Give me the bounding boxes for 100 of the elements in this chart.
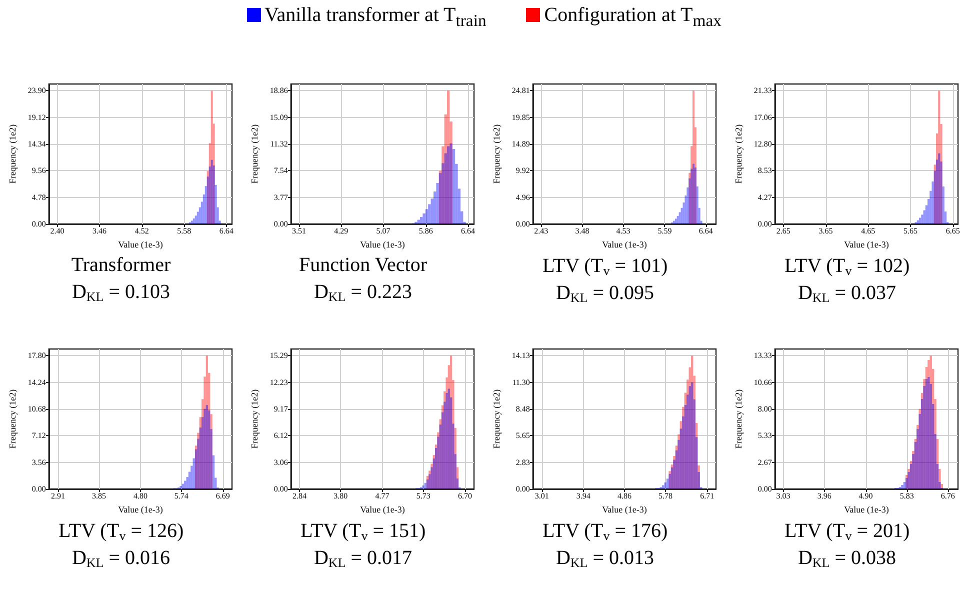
y-tick-label: 5.33 — [758, 431, 772, 440]
x-tick-label: 5.83 — [900, 492, 914, 500]
y-tick-label: 14.13 — [512, 351, 530, 360]
x-tick-label: 4.65 — [861, 226, 876, 236]
legend-label: Vanilla transformer at T$_{train}$ — [264, 4, 486, 30]
y-tick-label: 3.77 — [274, 192, 288, 202]
y-tick-label: 0.00 — [516, 484, 530, 494]
y-tick-label: 24.81 — [512, 86, 530, 96]
x-tick-label: 3.51 — [292, 226, 306, 236]
y-tick-label: 15.09 — [270, 112, 288, 122]
x-tick-label: 5.78 — [658, 492, 673, 500]
x-tick-label: 3.65 — [818, 226, 833, 236]
x-axis-title: Value (1e-3) — [118, 504, 163, 514]
y-tick-label: 0.00 — [758, 220, 772, 228]
x-tick-label: 5.65 — [904, 226, 918, 236]
x-tick-label: 6.64 — [461, 226, 476, 236]
y-tick-label: 0.00 — [758, 484, 772, 494]
y-tick-label: 4.27 — [758, 192, 772, 202]
x-axis-title: Value (1e-3) — [360, 504, 405, 514]
y-tick-label: 15.29 — [270, 351, 288, 360]
y-tick-label: 10.68 — [28, 404, 46, 414]
x-axis-title: Value (1e-3) — [602, 239, 647, 250]
y-tick-label: 7.54 — [274, 166, 288, 176]
x-tick-label: 4.52 — [134, 226, 149, 236]
y-tick-label: 11.32 — [270, 139, 288, 148]
x-tick-label: 5.73 — [416, 492, 430, 500]
x-tick-label: 6.71 — [700, 492, 714, 500]
x-axis-title: Value (1e-3) — [844, 504, 889, 514]
x-tick-label: 3.01 — [534, 492, 549, 500]
y-tick-label: 3.06 — [274, 458, 288, 467]
x-tick-label: 5.07 — [376, 226, 390, 236]
y-axis-title: Frequency (1e2) — [492, 124, 502, 184]
x-tick-label: 3.46 — [92, 226, 107, 236]
x-tick-label: 5.58 — [177, 226, 192, 236]
x-tick-label: 4.53 — [616, 226, 630, 236]
y-axis-title: Frequency (1e2) — [734, 124, 744, 184]
x-tick-label: 6.70 — [458, 492, 472, 500]
y-tick-label: 11.30 — [512, 378, 530, 387]
y-tick-label: 7.12 — [32, 431, 46, 440]
y-tick-label: 8.48 — [516, 404, 530, 414]
y-axis-title: Frequency (1e2) — [8, 124, 18, 184]
y-tick-label: 0.00 — [32, 484, 46, 494]
x-tick-label: 2.84 — [292, 492, 306, 500]
x-axis-title: Value (1e-3) — [602, 504, 647, 514]
x-tick-label: 2.43 — [534, 226, 548, 236]
x-tick-label: 6.65 — [946, 226, 960, 236]
y-tick-label: 0.00 — [274, 220, 288, 228]
x-axis-title: Value (1e-3) — [844, 239, 889, 250]
x-tick-label: 6.64 — [219, 226, 234, 236]
x-tick-label: 3.80 — [334, 492, 348, 500]
x-tick-label: 2.65 — [776, 226, 790, 236]
y-tick-label: 17.80 — [28, 351, 46, 360]
y-tick-label: 4.96 — [516, 192, 530, 202]
x-tick-label: 3.48 — [575, 226, 590, 236]
y-tick-label: 2.83 — [516, 458, 530, 467]
text: Function Vector — [299, 254, 428, 276]
y-tick-label: 9.17 — [274, 404, 288, 414]
y-tick-label: 4.78 — [32, 192, 46, 202]
y-tick-label: 18.86 — [270, 86, 288, 96]
x-tick-label: 4.29 — [334, 226, 348, 236]
x-tick-label: 2.40 — [50, 226, 64, 236]
y-tick-label: 17.06 — [754, 112, 772, 122]
x-tick-label: 4.77 — [375, 492, 390, 500]
y-tick-label: 8.53 — [758, 166, 772, 176]
y-tick-label: 13.33 — [754, 351, 772, 360]
y-tick-label: 6.12 — [274, 431, 288, 440]
text: Transformer — [71, 254, 171, 276]
y-axis-title: Frequency (1e2) — [8, 389, 18, 449]
y-tick-label: 14.89 — [512, 139, 530, 148]
y-tick-label: 19.12 — [28, 112, 46, 122]
y-tick-label: 19.85 — [512, 112, 530, 122]
x-tick-label: 4.80 — [133, 492, 148, 500]
x-tick-label: 4.86 — [617, 492, 632, 500]
y-tick-label: 5.65 — [516, 431, 530, 440]
y-tick-label: 3.56 — [32, 458, 46, 467]
y-tick-label: 0.00 — [274, 484, 288, 494]
y-tick-label: 9.92 — [516, 166, 530, 176]
y-axis-title: Frequency (1e2) — [250, 124, 260, 184]
x-axis-title: Value (1e-3) — [118, 239, 163, 250]
y-tick-label: 2.67 — [758, 458, 772, 467]
x-tick-label: 6.69 — [216, 492, 230, 500]
x-tick-label: 4.90 — [858, 492, 873, 500]
x-tick-label: 2.91 — [51, 492, 66, 500]
x-tick-label: 5.59 — [658, 226, 672, 236]
x-tick-label: 3.94 — [576, 492, 590, 500]
y-axis-title: Frequency (1e2) — [250, 389, 260, 449]
x-tick-label: 6.64 — [698, 226, 713, 236]
y-axis-title: Frequency (1e2) — [734, 389, 744, 449]
y-tick-label: 0.00 — [32, 220, 46, 228]
x-tick-label: 3.85 — [92, 492, 106, 500]
y-tick-label: 14.34 — [28, 140, 46, 149]
y-tick-label: 8.00 — [758, 404, 772, 414]
x-axis-title: Value (1e-3) — [360, 239, 405, 250]
y-tick-label: 12.23 — [270, 378, 288, 387]
y-tick-label: 23.90 — [28, 86, 46, 96]
legend-label: Configuration at T$_{max}$ — [544, 4, 722, 30]
y-axis-title: Frequency (1e2) — [492, 389, 502, 449]
y-tick-label: 9.56 — [32, 166, 46, 176]
y-tick-label: 12.80 — [754, 140, 772, 148]
x-tick-label: 5.86 — [418, 226, 433, 236]
